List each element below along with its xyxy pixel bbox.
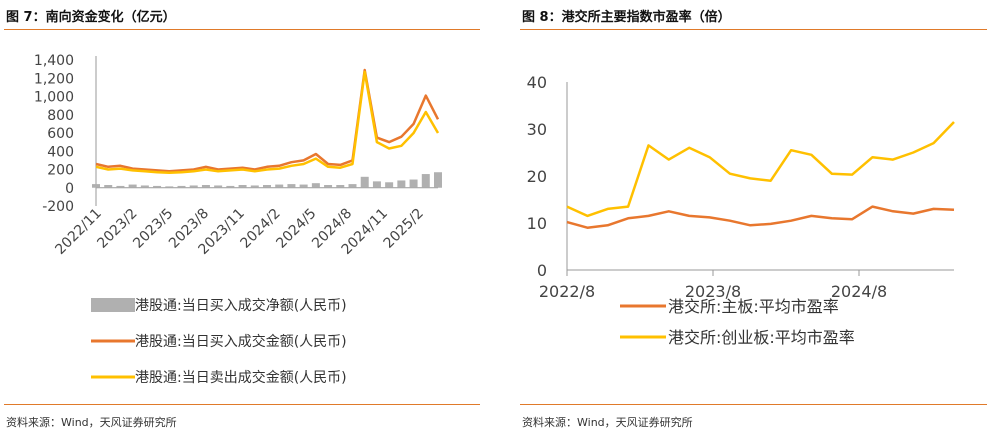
y-tick-label: 0	[65, 181, 74, 197]
southbound-chart: -20002004006008001,0001,2001,4002022/112…	[34, 53, 442, 386]
net-bar	[140, 185, 149, 188]
source-rule	[520, 404, 987, 405]
y-tick-label: 20	[527, 167, 547, 186]
y-tick-label: 1,200	[34, 71, 74, 87]
y-tick-label: 0	[537, 261, 547, 280]
net-bar	[275, 184, 284, 188]
net-bar	[324, 185, 333, 188]
title-rule	[520, 29, 987, 30]
y-tick-label: 40	[527, 73, 547, 92]
series-line-0	[566, 205, 955, 229]
y-tick-label: 400	[47, 144, 74, 160]
y-tick-label: 1,000	[34, 90, 74, 106]
pe-ratio-chart: 0 10 20 30 40 2022/8 2023/8 2024/8港交所:主板:平均市盈率港…	[527, 73, 955, 347]
net-bar	[397, 180, 406, 188]
net-bar	[165, 186, 174, 188]
net-bar	[189, 185, 198, 188]
net-bar	[226, 185, 235, 188]
net-bar	[214, 185, 223, 188]
legend-swatch	[91, 298, 135, 312]
x-tick-label: 2023/8	[685, 282, 741, 301]
source-note: 资料来源：Wind，天风证券研究所	[522, 416, 693, 429]
net-bar	[153, 185, 162, 188]
y-tick-label: 1,400	[34, 53, 74, 69]
chart-panel-southbound: 图 7：南向资金变化（亿元） -200 0 200 400 600 800 1,000 1,2…	[0, 0, 480, 436]
net-bar	[116, 185, 125, 188]
source-note: 资料来源：Wind，天风证券研究所	[6, 416, 177, 429]
x-tick-label: 2025/2	[381, 206, 427, 252]
series-line-2	[95, 70, 440, 174]
net-bar	[299, 184, 308, 188]
net-bar	[336, 185, 345, 188]
title-rule	[4, 29, 480, 30]
net-bar	[311, 183, 320, 188]
net-bar	[104, 185, 113, 188]
net-bar	[177, 185, 186, 188]
source-rule	[4, 404, 480, 405]
net-bar	[372, 181, 381, 188]
x-tick-label: 2024/8	[831, 282, 887, 301]
net-bar	[421, 174, 430, 188]
net-bar	[92, 184, 100, 188]
net-bar	[128, 184, 137, 188]
legend-label: 港交所:创业板:平均市盈率	[668, 328, 855, 347]
net-bar	[250, 185, 259, 188]
series-line-1	[566, 121, 955, 218]
y-tick-label: 800	[47, 108, 74, 124]
y-tick-label: 30	[527, 120, 547, 139]
net-bar	[238, 185, 247, 188]
chart-panel-pe: 图 8：港交所主要指数市盈率（倍） 0 10 20 30 40 2022/8 2023/8 2…	[516, 0, 987, 436]
y-tick-label: 600	[47, 126, 74, 142]
net-bar	[360, 176, 369, 188]
net-bar	[348, 184, 357, 188]
y-tick-label: 200	[47, 163, 74, 179]
y-tick-label: -200	[42, 199, 74, 215]
net-bar	[201, 185, 210, 188]
legend-label: 港股通:当日买入成交净额(人民币)	[135, 297, 347, 314]
x-tick-label: 2022/8	[539, 282, 595, 301]
legend-label: 港股通:当日卖出成交金额(人民币)	[135, 369, 347, 386]
legend-label: 港股通:当日买入成交金额(人民币)	[135, 333, 347, 350]
chart-title: 图 7：南向资金变化（亿元）	[6, 10, 176, 25]
net-bar	[409, 179, 418, 188]
legend-label: 港交所:主板:平均市盈率	[668, 297, 839, 316]
chart-title: 图 8：港交所主要指数市盈率（倍）	[522, 10, 731, 25]
net-bar	[263, 185, 271, 188]
net-bar	[287, 184, 296, 188]
net-bar	[434, 172, 442, 188]
net-bar	[385, 182, 394, 188]
series-line-1	[95, 68, 440, 173]
y-tick-label: 10	[527, 214, 547, 233]
